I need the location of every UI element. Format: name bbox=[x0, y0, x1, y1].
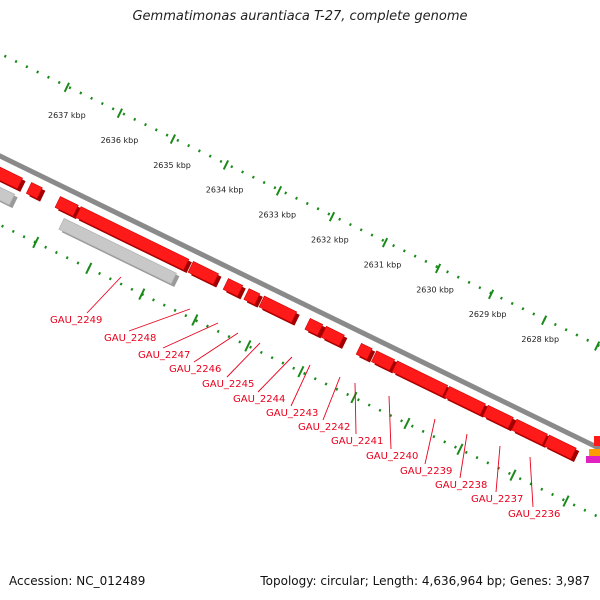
genome-summary: Topology: circular; Length: 4,636,964 bp… bbox=[260, 574, 590, 588]
gene-feature bbox=[0, 186, 16, 206]
gene-feature-magenta bbox=[586, 456, 600, 463]
gene-feature bbox=[511, 418, 548, 446]
leader-line bbox=[424, 418, 436, 465]
ruler-major-tick bbox=[381, 237, 389, 248]
gene-feature bbox=[54, 196, 79, 217]
kbp-tick-label: 2628 kbp bbox=[521, 335, 559, 344]
gene-feature bbox=[25, 182, 43, 199]
gene-label: GAU_2243 bbox=[266, 408, 318, 419]
gene-feature bbox=[243, 288, 261, 306]
ruler-major-tick bbox=[32, 236, 40, 249]
gene-feature bbox=[320, 325, 345, 347]
gene-feature bbox=[443, 385, 486, 416]
ruler-major-tick bbox=[63, 82, 70, 93]
backbone-line bbox=[0, 153, 600, 452]
genome-title: Gemmatimonas aurantiaca T-27, complete g… bbox=[132, 9, 468, 24]
kbp-tick-label: 2636 kbp bbox=[101, 136, 139, 145]
label-leader-lines bbox=[86, 276, 534, 508]
ruler-major-tick bbox=[191, 314, 199, 326]
leader-line bbox=[290, 364, 311, 407]
ruler-major-tick bbox=[138, 288, 146, 300]
leader-line bbox=[226, 342, 261, 378]
ruler-major-tick bbox=[85, 262, 93, 275]
kbp-tick-label: 2631 kbp bbox=[364, 260, 402, 269]
gene-feature bbox=[304, 318, 324, 336]
ruler-major-tick bbox=[434, 263, 442, 274]
gene-label: GAU_2245 bbox=[202, 379, 254, 390]
kbp-tick-label: 2634 kbp bbox=[206, 186, 244, 195]
ruler-major-tick bbox=[403, 417, 411, 430]
ruler-tracks bbox=[0, 54, 600, 520]
ruler-major-tick bbox=[297, 365, 305, 378]
gene-feature bbox=[391, 360, 449, 397]
genome-backbone bbox=[0, 153, 600, 452]
gene-feature bbox=[594, 436, 600, 446]
ruler-outer bbox=[3, 54, 600, 348]
gene-label: GAU_2236 bbox=[508, 509, 560, 520]
ruler-major-tick bbox=[116, 108, 123, 119]
ruler-major-tick bbox=[275, 185, 283, 196]
ruler-major-tick bbox=[541, 315, 548, 326]
ruler-major-tick bbox=[169, 134, 177, 145]
ruler-major-tick bbox=[456, 443, 464, 456]
gene-label: GAU_2244 bbox=[233, 394, 285, 405]
kbp-tick-label: 2637 kbp bbox=[48, 111, 86, 120]
ruler-major-tick bbox=[487, 289, 495, 300]
leader-line bbox=[529, 456, 534, 508]
kbp-tick-label: 2629 kbp bbox=[469, 310, 507, 319]
leader-line bbox=[322, 376, 341, 421]
gene-label: GAU_2242 bbox=[298, 422, 350, 433]
gene-track bbox=[0, 166, 600, 463]
leader-line bbox=[459, 433, 468, 479]
gene-feature bbox=[58, 218, 177, 285]
leader-line bbox=[388, 395, 392, 450]
gene-feature bbox=[355, 343, 373, 360]
gene-feature bbox=[187, 261, 219, 285]
gene-label: GAU_2239 bbox=[400, 466, 452, 477]
gene-feature bbox=[0, 166, 23, 190]
ruler-major-tick bbox=[509, 469, 517, 482]
accession-label: Accession: NC_012489 bbox=[9, 574, 146, 588]
gene-label: GAU_2238 bbox=[435, 480, 487, 491]
kbp-tick-label: 2633 kbp bbox=[258, 211, 296, 220]
leader-line bbox=[86, 276, 122, 314]
leader-line bbox=[193, 332, 239, 363]
ruler-major-tick bbox=[594, 341, 600, 351]
leader-line bbox=[495, 445, 501, 493]
gene-label: GAU_2249 bbox=[50, 315, 102, 326]
gene-feature bbox=[543, 434, 577, 460]
kbp-tick-labels: 2637 kbp 2636 kbp 2635 kbp 2634 kbp 2633 kbp… bbox=[48, 111, 559, 344]
leader-line bbox=[354, 382, 357, 435]
gene-label: GAU_2246 bbox=[169, 364, 221, 375]
kbp-tick-label: 2630 kbp bbox=[416, 285, 454, 294]
gene-feature bbox=[371, 350, 396, 371]
kbp-tick-label: 2635 kbp bbox=[153, 161, 191, 170]
ruler-major-tick bbox=[562, 495, 570, 507]
gene-feature bbox=[482, 404, 514, 429]
ruler-major-tick bbox=[244, 340, 252, 352]
gene-label: GAU_2240 bbox=[366, 451, 418, 462]
ruler-major-tick bbox=[222, 160, 230, 170]
gene-label: GAU_2248 bbox=[104, 333, 156, 344]
gene-feature bbox=[258, 295, 298, 324]
gene-label: GAU_2247 bbox=[138, 350, 190, 361]
kbp-tick-label: 2632 kbp bbox=[311, 236, 349, 245]
gene-label: GAU_2237 bbox=[471, 494, 523, 505]
leader-line bbox=[257, 356, 293, 393]
gene-label: GAU_2241 bbox=[331, 436, 383, 447]
ruler-major-tick bbox=[328, 211, 336, 222]
gene-feature-orange bbox=[589, 449, 600, 456]
gene-feature bbox=[222, 278, 244, 297]
leader-line bbox=[128, 308, 191, 332]
ruler-inner bbox=[0, 223, 600, 520]
leader-line bbox=[162, 322, 219, 349]
gene-feature bbox=[75, 206, 190, 271]
